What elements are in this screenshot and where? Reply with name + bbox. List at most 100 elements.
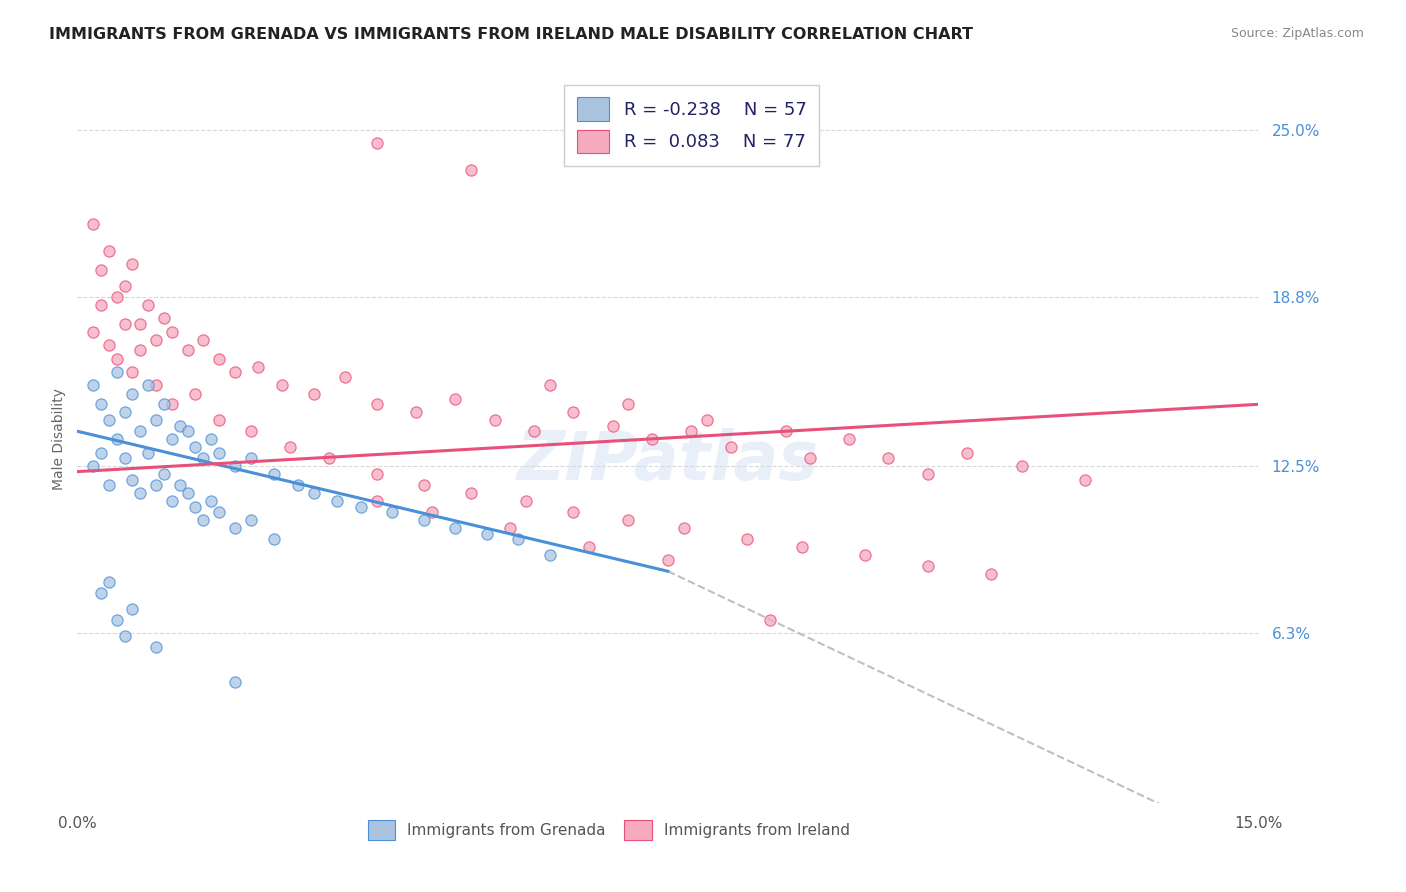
- Point: [90, 446, 112, 460]
- Point: [97, 338, 120, 352]
- Point: [956, 446, 979, 460]
- Point: [412, 478, 434, 492]
- Point: [105, 613, 128, 627]
- Point: [105, 432, 128, 446]
- Point: [160, 432, 183, 446]
- Point: [460, 486, 482, 500]
- Point: [114, 317, 136, 331]
- Point: [145, 378, 167, 392]
- Y-axis label: Male Disability: Male Disability: [52, 388, 66, 491]
- Point: [121, 365, 143, 379]
- Point: [136, 298, 159, 312]
- Point: [263, 532, 285, 546]
- Legend: Immigrants from Grenada, Immigrants from Ireland: Immigrants from Grenada, Immigrants from…: [361, 814, 856, 846]
- Point: [720, 441, 742, 455]
- Point: [90, 397, 112, 411]
- Point: [838, 432, 860, 446]
- Point: [515, 494, 537, 508]
- Point: [208, 505, 231, 519]
- Point: [114, 629, 136, 643]
- Point: [917, 558, 939, 573]
- Point: [82, 217, 104, 231]
- Point: [184, 386, 207, 401]
- Point: [136, 378, 159, 392]
- Point: [696, 413, 718, 427]
- Point: [82, 378, 104, 392]
- Point: [200, 494, 222, 508]
- Point: [136, 446, 159, 460]
- Point: [121, 473, 143, 487]
- Point: [145, 413, 167, 427]
- Point: [121, 257, 143, 271]
- Point: [287, 478, 309, 492]
- Point: [790, 540, 813, 554]
- Point: [318, 451, 340, 466]
- Point: [444, 521, 467, 535]
- Point: [224, 459, 246, 474]
- Point: [366, 397, 388, 411]
- Point: [239, 451, 262, 466]
- Point: [484, 413, 506, 427]
- Point: [176, 486, 198, 500]
- Point: [239, 424, 262, 438]
- Point: [121, 386, 143, 401]
- Point: [82, 325, 104, 339]
- Point: [145, 640, 167, 654]
- Text: IMMIGRANTS FROM GRENADA VS IMMIGRANTS FROM IRELAND MALE DISABILITY CORRELATION C: IMMIGRANTS FROM GRENADA VS IMMIGRANTS FR…: [49, 27, 973, 42]
- Point: [129, 486, 152, 500]
- Point: [562, 405, 585, 419]
- Point: [602, 418, 624, 433]
- Point: [184, 500, 207, 514]
- Point: [381, 505, 404, 519]
- Point: [208, 446, 231, 460]
- Point: [97, 478, 120, 492]
- Point: [105, 365, 128, 379]
- Point: [90, 298, 112, 312]
- Point: [208, 351, 231, 366]
- Text: ZIPatlas: ZIPatlas: [517, 428, 818, 494]
- Point: [114, 278, 136, 293]
- Point: [176, 424, 198, 438]
- Point: [114, 405, 136, 419]
- Point: [980, 566, 1002, 581]
- Point: [278, 441, 301, 455]
- Point: [247, 359, 270, 374]
- Point: [105, 290, 128, 304]
- Point: [193, 451, 215, 466]
- Point: [538, 548, 561, 562]
- Point: [160, 494, 183, 508]
- Point: [735, 532, 758, 546]
- Point: [97, 244, 120, 258]
- Point: [224, 365, 246, 379]
- Point: [759, 613, 782, 627]
- Point: [444, 392, 467, 406]
- Point: [82, 459, 104, 474]
- Point: [97, 574, 120, 589]
- Point: [271, 378, 294, 392]
- Point: [578, 540, 600, 554]
- Point: [145, 333, 167, 347]
- Point: [200, 432, 222, 446]
- Point: [193, 513, 215, 527]
- Point: [302, 486, 325, 500]
- Point: [121, 602, 143, 616]
- Point: [169, 418, 191, 433]
- Point: [508, 532, 530, 546]
- Point: [366, 494, 388, 508]
- Point: [617, 513, 640, 527]
- Point: [917, 467, 939, 482]
- Point: [617, 397, 640, 411]
- Point: [775, 424, 797, 438]
- Text: Source: ZipAtlas.com: Source: ZipAtlas.com: [1230, 27, 1364, 40]
- Point: [799, 451, 821, 466]
- Point: [169, 478, 191, 492]
- Point: [877, 451, 900, 466]
- Point: [160, 397, 183, 411]
- Point: [90, 262, 112, 277]
- Point: [97, 413, 120, 427]
- Point: [366, 467, 388, 482]
- Point: [523, 424, 546, 438]
- Point: [405, 405, 427, 419]
- Point: [224, 674, 246, 689]
- Point: [853, 548, 876, 562]
